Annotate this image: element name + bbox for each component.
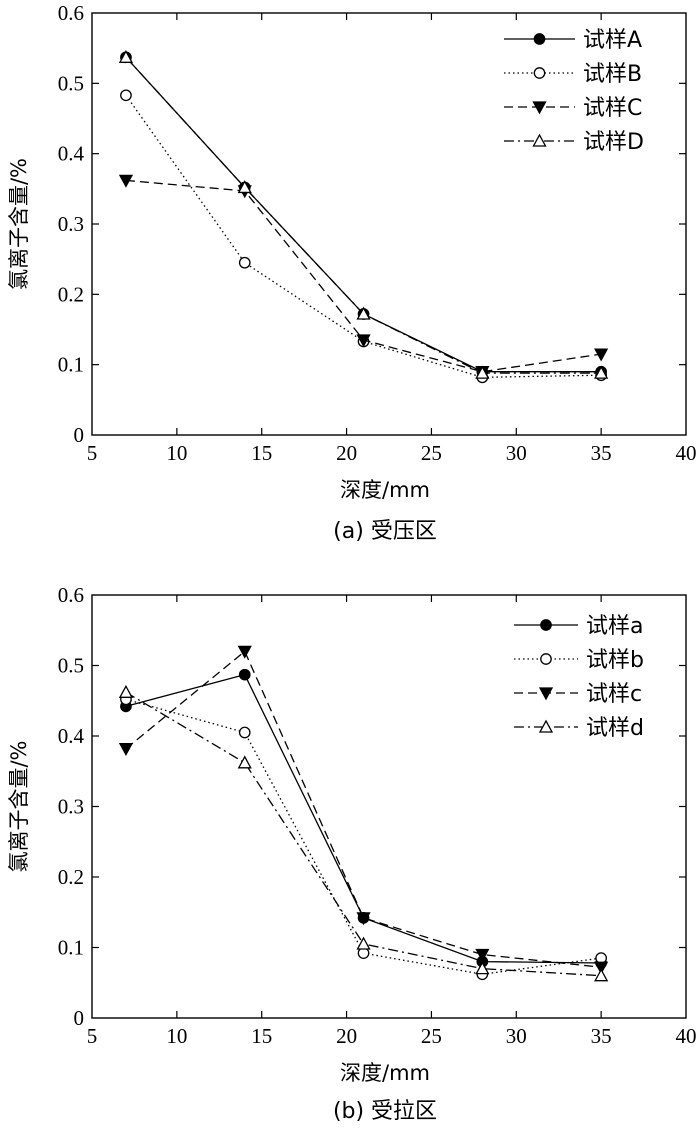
data-point (475, 961, 490, 975)
data-point (238, 726, 251, 739)
series-line-试样A (125, 56, 602, 373)
x-tick-label: 35 (591, 441, 612, 465)
series-line-试样d (125, 691, 602, 977)
legend-label: 试样B (583, 62, 642, 87)
y-tick-label: 0.5 (58, 71, 84, 95)
y-tick-label: 0.1 (58, 353, 84, 377)
legend-marker (533, 67, 546, 79)
data-point (475, 365, 490, 379)
x-tick-label: 40 (676, 441, 697, 465)
legend-label: 试样D (583, 130, 644, 155)
legend-label: 试样a (586, 614, 643, 639)
y-tick-label: 0 (74, 423, 85, 447)
data-point (475, 948, 490, 962)
data-point (118, 174, 134, 188)
data-point (356, 306, 371, 320)
data-point (238, 256, 251, 269)
y-axis-label: 氯离子含量/% (7, 158, 31, 290)
x-tick-label: 5 (87, 1024, 98, 1048)
y-tick-label: 0.3 (58, 795, 84, 819)
x-tick-label: 10 (166, 1024, 187, 1048)
legend-marker (540, 653, 552, 665)
x-tick-label: 15 (251, 1024, 272, 1048)
legend-label: 试样A (583, 28, 642, 53)
x-tick-label: 20 (336, 1024, 357, 1048)
chart-caption: (a) 受压区 (333, 519, 437, 544)
y-tick-label: 0.6 (58, 1, 84, 25)
data-point (238, 668, 251, 681)
data-point (356, 936, 371, 950)
x-tick-label: 20 (336, 441, 357, 465)
x-tick-label: 35 (591, 1024, 612, 1048)
data-point (356, 334, 371, 348)
y-tick-label: 0.6 (58, 583, 84, 607)
y-tick-label: 0.3 (58, 212, 84, 236)
series-line-试样b (125, 698, 602, 975)
data-point (237, 180, 252, 194)
chart-panel-compression: 5 10 15 20 25 30 35 40 0 0.1 0.2 0.3 0.4 0.5 0.6 深度/mm 氯… (7, 1, 697, 544)
legend-label: 试样c (586, 682, 642, 707)
y-axis-label: 氯离子含量/% (7, 740, 31, 872)
legend-marker (538, 687, 554, 701)
data-point (594, 365, 609, 379)
y-tick-label: 0.2 (58, 282, 84, 306)
data-point (237, 755, 252, 769)
x-tick-label: 25 (421, 441, 442, 465)
legend-label: 试样b (586, 648, 644, 673)
y-tick-label: 0.5 (58, 654, 84, 678)
data-point (594, 348, 609, 362)
data-point (237, 645, 252, 659)
data-point (120, 89, 132, 102)
y-tick-label: 0.4 (58, 724, 85, 748)
x-tick-label: 30 (506, 441, 527, 465)
x-tick-label: 10 (166, 441, 187, 465)
chart-panel-tension: 5 10 15 20 25 30 35 40 0 0.1 0.2 0.3 0.4 0.5 0.6 深度/mm 氯… (7, 583, 697, 1124)
series-line-试样D (125, 56, 602, 374)
x-tick-label: 5 (87, 441, 98, 465)
data-point (118, 684, 134, 698)
legend-label: 试样d (586, 716, 644, 741)
legend-marker (532, 133, 547, 147)
y-tick-label: 0.2 (58, 865, 84, 889)
legend-marker (540, 619, 552, 631)
y-tick-label: 0.4 (58, 142, 85, 166)
legend-marker (538, 719, 554, 733)
data-point (356, 912, 371, 926)
y-tick-label: 0 (74, 1006, 85, 1030)
x-axis-label: 深度/mm (340, 478, 430, 502)
legend-marker (532, 101, 547, 115)
x-axis-label: 深度/mm (340, 1061, 430, 1085)
legend-label: 试样C (583, 96, 642, 121)
x-tick-label: 30 (506, 1024, 527, 1048)
data-point (594, 961, 609, 975)
data-point (118, 743, 134, 757)
data-point (594, 968, 609, 982)
legend-marker (533, 33, 546, 45)
x-tick-label: 15 (251, 441, 272, 465)
series-line-试样c (125, 650, 602, 968)
chart-caption: (b) 受拉区 (333, 1099, 437, 1124)
data-point (118, 49, 134, 63)
y-tick-label: 0.1 (58, 936, 84, 960)
x-tick-label: 40 (676, 1024, 697, 1048)
x-tick-label: 25 (421, 1024, 442, 1048)
